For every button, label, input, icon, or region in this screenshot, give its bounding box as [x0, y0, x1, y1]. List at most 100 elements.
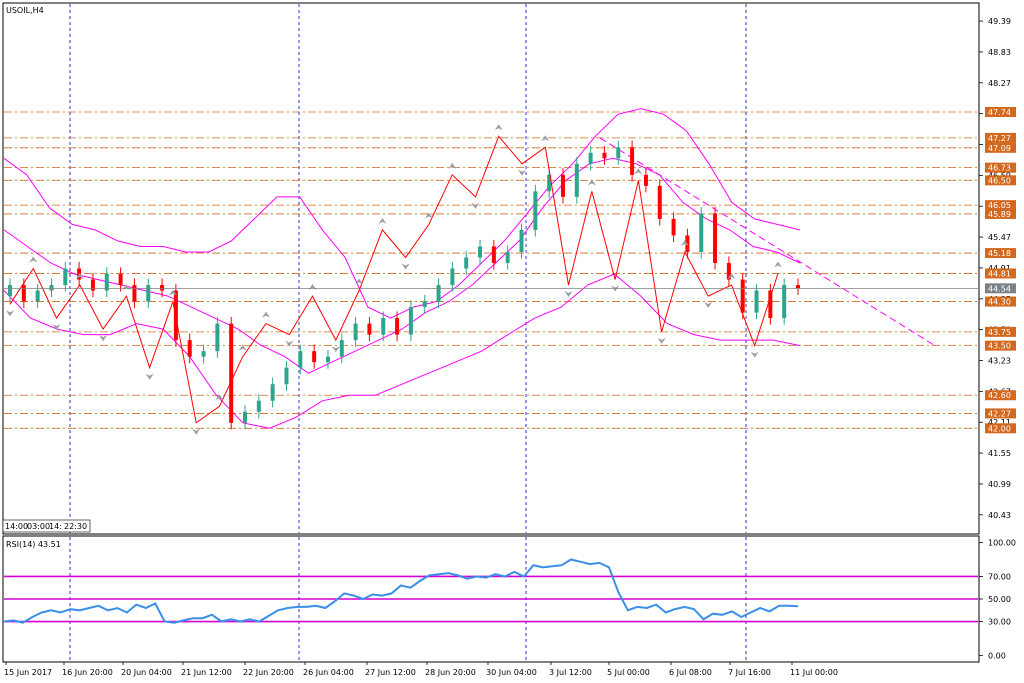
level-label-bg-10	[985, 296, 1016, 307]
fractal-arrow-12	[262, 311, 270, 318]
level-label-11: 43.75	[988, 328, 1011, 337]
fractal-arrow-5	[99, 335, 108, 342]
candle-body-10	[132, 285, 137, 302]
level-label-6: 46.05	[988, 201, 1011, 210]
fractal-arrow-3	[52, 324, 61, 331]
level-label-12: 43.50	[988, 342, 1011, 351]
candle-body-3	[35, 290, 40, 302]
level-label-2: 47.27	[988, 134, 1011, 143]
level-label-bg-9	[985, 268, 1016, 279]
candle-body-22	[298, 351, 303, 368]
fractal-arrow-21	[471, 202, 480, 209]
time-tick-label-1: 15 Jun 2017	[4, 668, 52, 677]
level-label-13: 42.60	[988, 391, 1011, 400]
session-labels: 14:00 03:00 14: 22:30	[2, 519, 91, 533]
candle-body-47	[643, 174, 648, 186]
rsi-tick-label-1: 100.00	[988, 539, 1016, 548]
session-label-3: 14:	[49, 522, 62, 531]
candle-body-5	[63, 268, 68, 286]
candles	[8, 140, 800, 430]
candle-body-9	[118, 274, 123, 286]
level-label-bg-2	[985, 132, 1016, 143]
rsi-title: RSI(14) 43.51	[6, 540, 61, 549]
level-label-4: 46.73	[988, 164, 1011, 173]
rsi-tick-label-2: 70.00	[988, 572, 1011, 581]
fractal-arrow-28	[634, 168, 643, 175]
fractal-arrow-25	[564, 291, 573, 298]
fractal-arrow-13	[285, 340, 294, 347]
candle-body-57	[782, 285, 787, 319]
time-tick-label-12: 6 Jul 08:00	[669, 668, 712, 677]
candle-body-45	[616, 147, 621, 159]
candle-body-25	[339, 340, 344, 357]
candle-body-43	[588, 152, 593, 164]
fractal-arrow-7	[145, 373, 154, 380]
current-price-line: 44.54	[4, 283, 1016, 294]
level-label-bg-8	[985, 248, 1016, 259]
rsi-series-line	[3, 558, 799, 624]
candle-body-46	[630, 147, 635, 175]
candle-body-28	[381, 318, 386, 335]
rsi-tick-label-4: 30.00	[988, 618, 1011, 627]
candle-body-36	[491, 246, 496, 263]
candle-body-18	[243, 411, 248, 423]
price-tick-label-14: 42.11	[988, 418, 1011, 427]
candle-body-55	[754, 290, 759, 313]
level-label-1: 47.74	[988, 108, 1011, 117]
candle-body-44	[602, 152, 607, 159]
time-tick-label-9: 30 Jun 04:00	[486, 668, 537, 677]
candle-body-26	[353, 323, 358, 341]
time-tick-label-3: 20 Jun 04:00	[121, 668, 172, 677]
price-axis: 49.3948.8348.2747.7147.1546.5946.0345.47…	[979, 17, 1011, 520]
rsi-tick-label-3: 50.00	[988, 595, 1011, 604]
candle-body-49	[671, 218, 676, 236]
level-label-bg-6	[985, 200, 1016, 211]
level-label-bg-14	[985, 408, 1016, 419]
fractal-arrow-1	[6, 310, 14, 317]
fractal-arrow-32	[727, 273, 736, 280]
price-tick-label-12: 43.23	[988, 357, 1011, 366]
price-tick-label-15: 41.55	[988, 449, 1011, 458]
level-label-14: 42.27	[988, 409, 1011, 418]
fractal-arrow-18	[401, 263, 410, 270]
fractal-arrow-15	[331, 346, 340, 353]
candle-body-48	[657, 185, 662, 219]
level-label-9: 44.81	[988, 269, 1011, 278]
fractal-arrow-24	[541, 135, 550, 142]
candle-body-1	[8, 285, 12, 297]
level-label-15: 42.00	[988, 424, 1011, 433]
fractal-arrow-10	[215, 394, 224, 401]
time-tick-label-6: 26 Jun 04:00	[303, 668, 354, 677]
candle-body-7	[90, 279, 95, 291]
fractal-arrow-11	[238, 344, 247, 351]
rsi-tick-label-5: 0.00	[988, 651, 1006, 660]
candle-body-14	[187, 340, 192, 357]
candle-body-39	[533, 191, 538, 230]
candle-body-50	[685, 235, 690, 252]
candle-body-34	[464, 257, 469, 269]
time-tick-label-5: 22 Jun 20:00	[243, 668, 294, 677]
session-label-1: 14:00	[5, 522, 28, 531]
time-axis: 15 Jun 2017 16 Jun 20:00 20 Jun 04:00 21 Ju…	[4, 662, 838, 677]
fractal-arrow-8	[168, 289, 177, 296]
level-label-bg-13	[985, 390, 1016, 401]
level-label-3: 47.09	[988, 144, 1011, 153]
current-price-label-bg	[985, 283, 1016, 294]
candle-body-40	[547, 174, 552, 192]
candle-body-19	[256, 400, 261, 412]
price-tick-label-8: 45.47	[988, 233, 1011, 242]
time-tick-label-11: 5 Jul 00:00	[607, 668, 650, 677]
fractal-arrow-2	[29, 256, 38, 263]
candle-body-6	[77, 268, 82, 280]
candle-body-53	[726, 262, 731, 280]
current-price-label: 44.54	[988, 284, 1011, 293]
candle-body-41	[560, 174, 565, 197]
level-label-bg-7	[985, 208, 1016, 219]
candle-body-35	[478, 246, 483, 258]
candle-body-24	[325, 356, 330, 363]
candle-body-58	[796, 285, 800, 289]
time-tick-label-14: 11 Jul 00:00	[790, 668, 838, 677]
fractal-arrow-20	[448, 162, 457, 169]
